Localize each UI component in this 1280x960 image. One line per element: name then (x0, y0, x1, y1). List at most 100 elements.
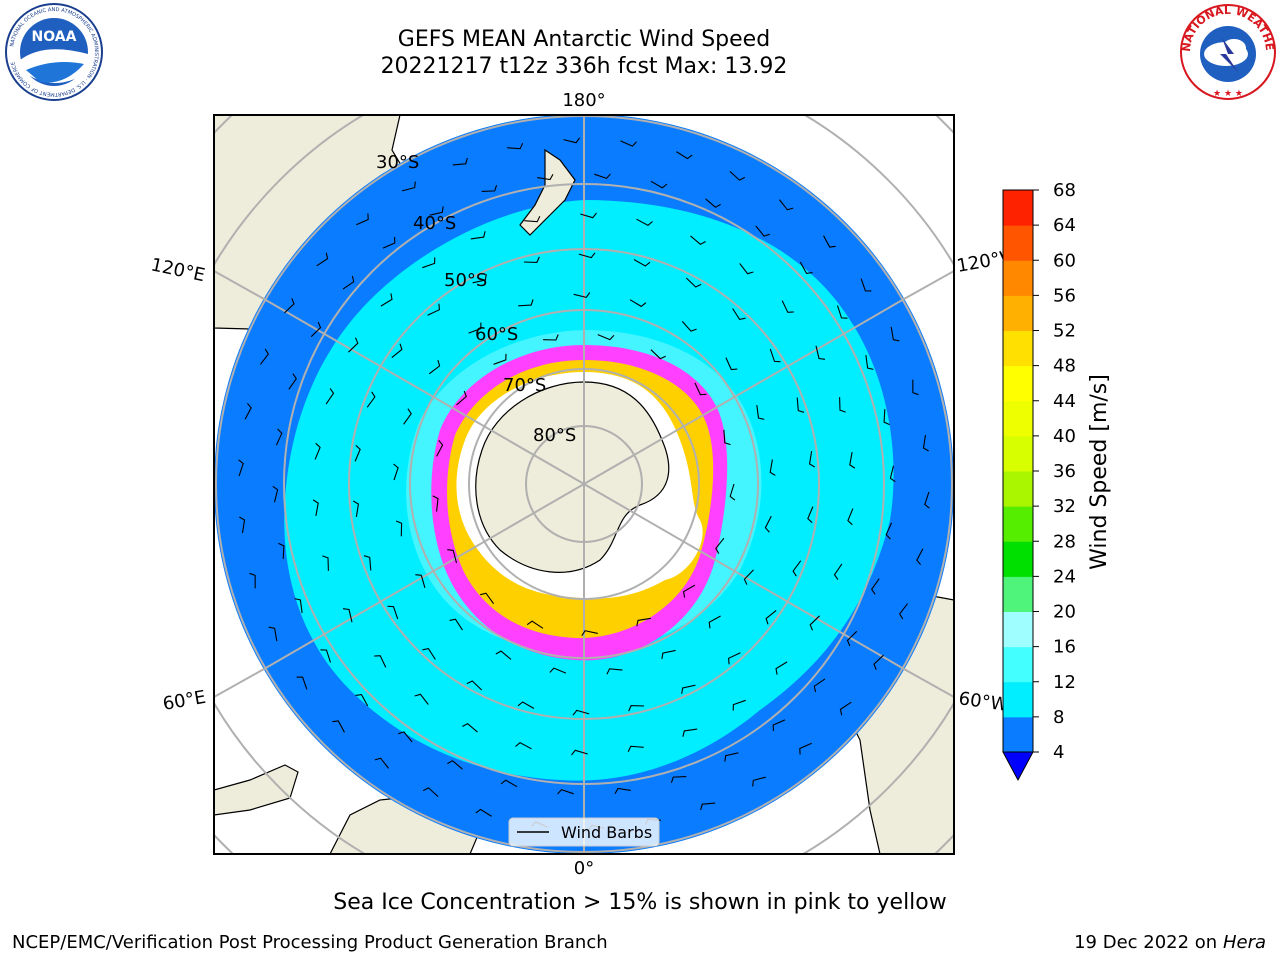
wind-barb (470, 231, 486, 240)
wind-barb (614, 787, 631, 794)
colorbar-segment (1003, 330, 1033, 367)
wind-barb (517, 701, 535, 709)
wind-barb (557, 788, 574, 795)
wind-barb (732, 308, 746, 321)
wind-barb (268, 626, 278, 642)
footer-credit: NCEP/EMC/Verification Post Processing Pr… (12, 932, 608, 953)
wind-barb (765, 609, 777, 625)
wind-barb (563, 137, 581, 144)
colorbar-segment (1003, 190, 1033, 226)
colorbar-segment (1003, 506, 1033, 542)
wind-barb (366, 391, 376, 408)
madagascar-landmass (214, 764, 299, 816)
colorbar-label: Wind Speed [m/s] (1087, 374, 1112, 570)
wind-barb (374, 757, 390, 769)
wind-barb (239, 516, 246, 533)
colorbar-tick-label: 60 (1053, 250, 1076, 271)
wind-barb (462, 723, 478, 733)
colorbar-tick-label: 12 (1053, 672, 1076, 693)
wind-barb (363, 555, 372, 571)
wind-barb (594, 173, 611, 180)
wind-barb (871, 578, 880, 595)
wind-barb (549, 667, 567, 674)
wind-barb (694, 382, 707, 396)
wind-barb (403, 408, 412, 425)
colorbar-tick-label: 4 (1053, 742, 1064, 763)
wind-barb (705, 198, 721, 208)
wind-barb (447, 760, 463, 770)
wind-barb (685, 277, 702, 288)
wind-barb (883, 409, 890, 426)
wind-barb (792, 560, 802, 577)
wind-barb (428, 359, 441, 375)
wind-barb (422, 647, 436, 660)
wind-barb (890, 326, 900, 342)
wind-barb (808, 451, 816, 468)
wind-barb (823, 235, 836, 248)
colorbar-tick-label: 56 (1053, 285, 1076, 306)
wind-barb (769, 459, 776, 476)
wind-barb (781, 300, 794, 313)
wind-barb (352, 500, 360, 517)
wind-barb (865, 355, 874, 370)
wind-barb (468, 322, 482, 334)
wind-barb (466, 680, 483, 691)
colorbar-tick-label: 52 (1053, 321, 1076, 342)
wind-barb (493, 353, 507, 365)
wind-barb (515, 742, 532, 750)
wind-barb (606, 668, 623, 675)
wind-barb-legend: Wind Barbs (508, 817, 660, 847)
wind-barb (724, 752, 739, 762)
wind-barb (288, 373, 297, 390)
colorbar-segment (1003, 646, 1033, 683)
wind-barb (374, 655, 387, 668)
lat-label-80s: 80°S (533, 425, 576, 446)
wind-barb (542, 334, 559, 341)
lon-label-120e: 120°E (149, 254, 207, 286)
colorbar-segment (1003, 471, 1033, 507)
colorbar-tick-label: 48 (1053, 356, 1076, 377)
wind-barb (320, 649, 332, 663)
wind-barb (382, 236, 396, 249)
wind-barb (275, 428, 283, 446)
wind-barb (429, 206, 444, 216)
noaa-logo-text: NOAA (32, 29, 77, 45)
wind-barb (916, 548, 924, 566)
wind-barb (480, 592, 495, 605)
wind-barb (899, 603, 909, 620)
wind-barb (456, 390, 467, 406)
lat-label-40s: 40°S (413, 213, 456, 234)
wind-barb (629, 299, 647, 308)
wind-barb (725, 357, 738, 371)
wind-barb (743, 569, 754, 585)
wind-barb (633, 259, 651, 267)
wind-barb (395, 520, 403, 537)
wind-barb (839, 701, 852, 716)
wind-barb (755, 225, 770, 237)
wind-barb (401, 181, 416, 192)
wind-barb (815, 345, 826, 360)
wind-barb (342, 608, 353, 623)
colorbar-tick-label: 32 (1053, 496, 1076, 517)
wind-barb (452, 157, 468, 166)
map-frame (213, 114, 955, 855)
lon-label-60e: 60°E (161, 687, 207, 715)
wind-barb (682, 728, 698, 737)
lat-label-60s: 60°S (475, 324, 518, 345)
wind-barb (380, 293, 393, 307)
wind-barb (249, 572, 256, 589)
sea-ice-caption: Sea Ice Concentration > 15% is shown in … (333, 890, 947, 915)
wind-barb (636, 218, 653, 226)
wind-barb (348, 337, 359, 353)
wind-barb (572, 709, 590, 716)
wind-barb (278, 542, 285, 559)
wind-barb (772, 719, 786, 732)
wind-barb (682, 584, 696, 598)
wind-barb (799, 742, 812, 755)
wind-barb (628, 705, 645, 712)
wind-barb (325, 388, 335, 405)
wind-barb (475, 808, 492, 817)
wind-barb (847, 508, 854, 526)
wind-barb (661, 649, 676, 660)
wind-barb (356, 213, 369, 226)
